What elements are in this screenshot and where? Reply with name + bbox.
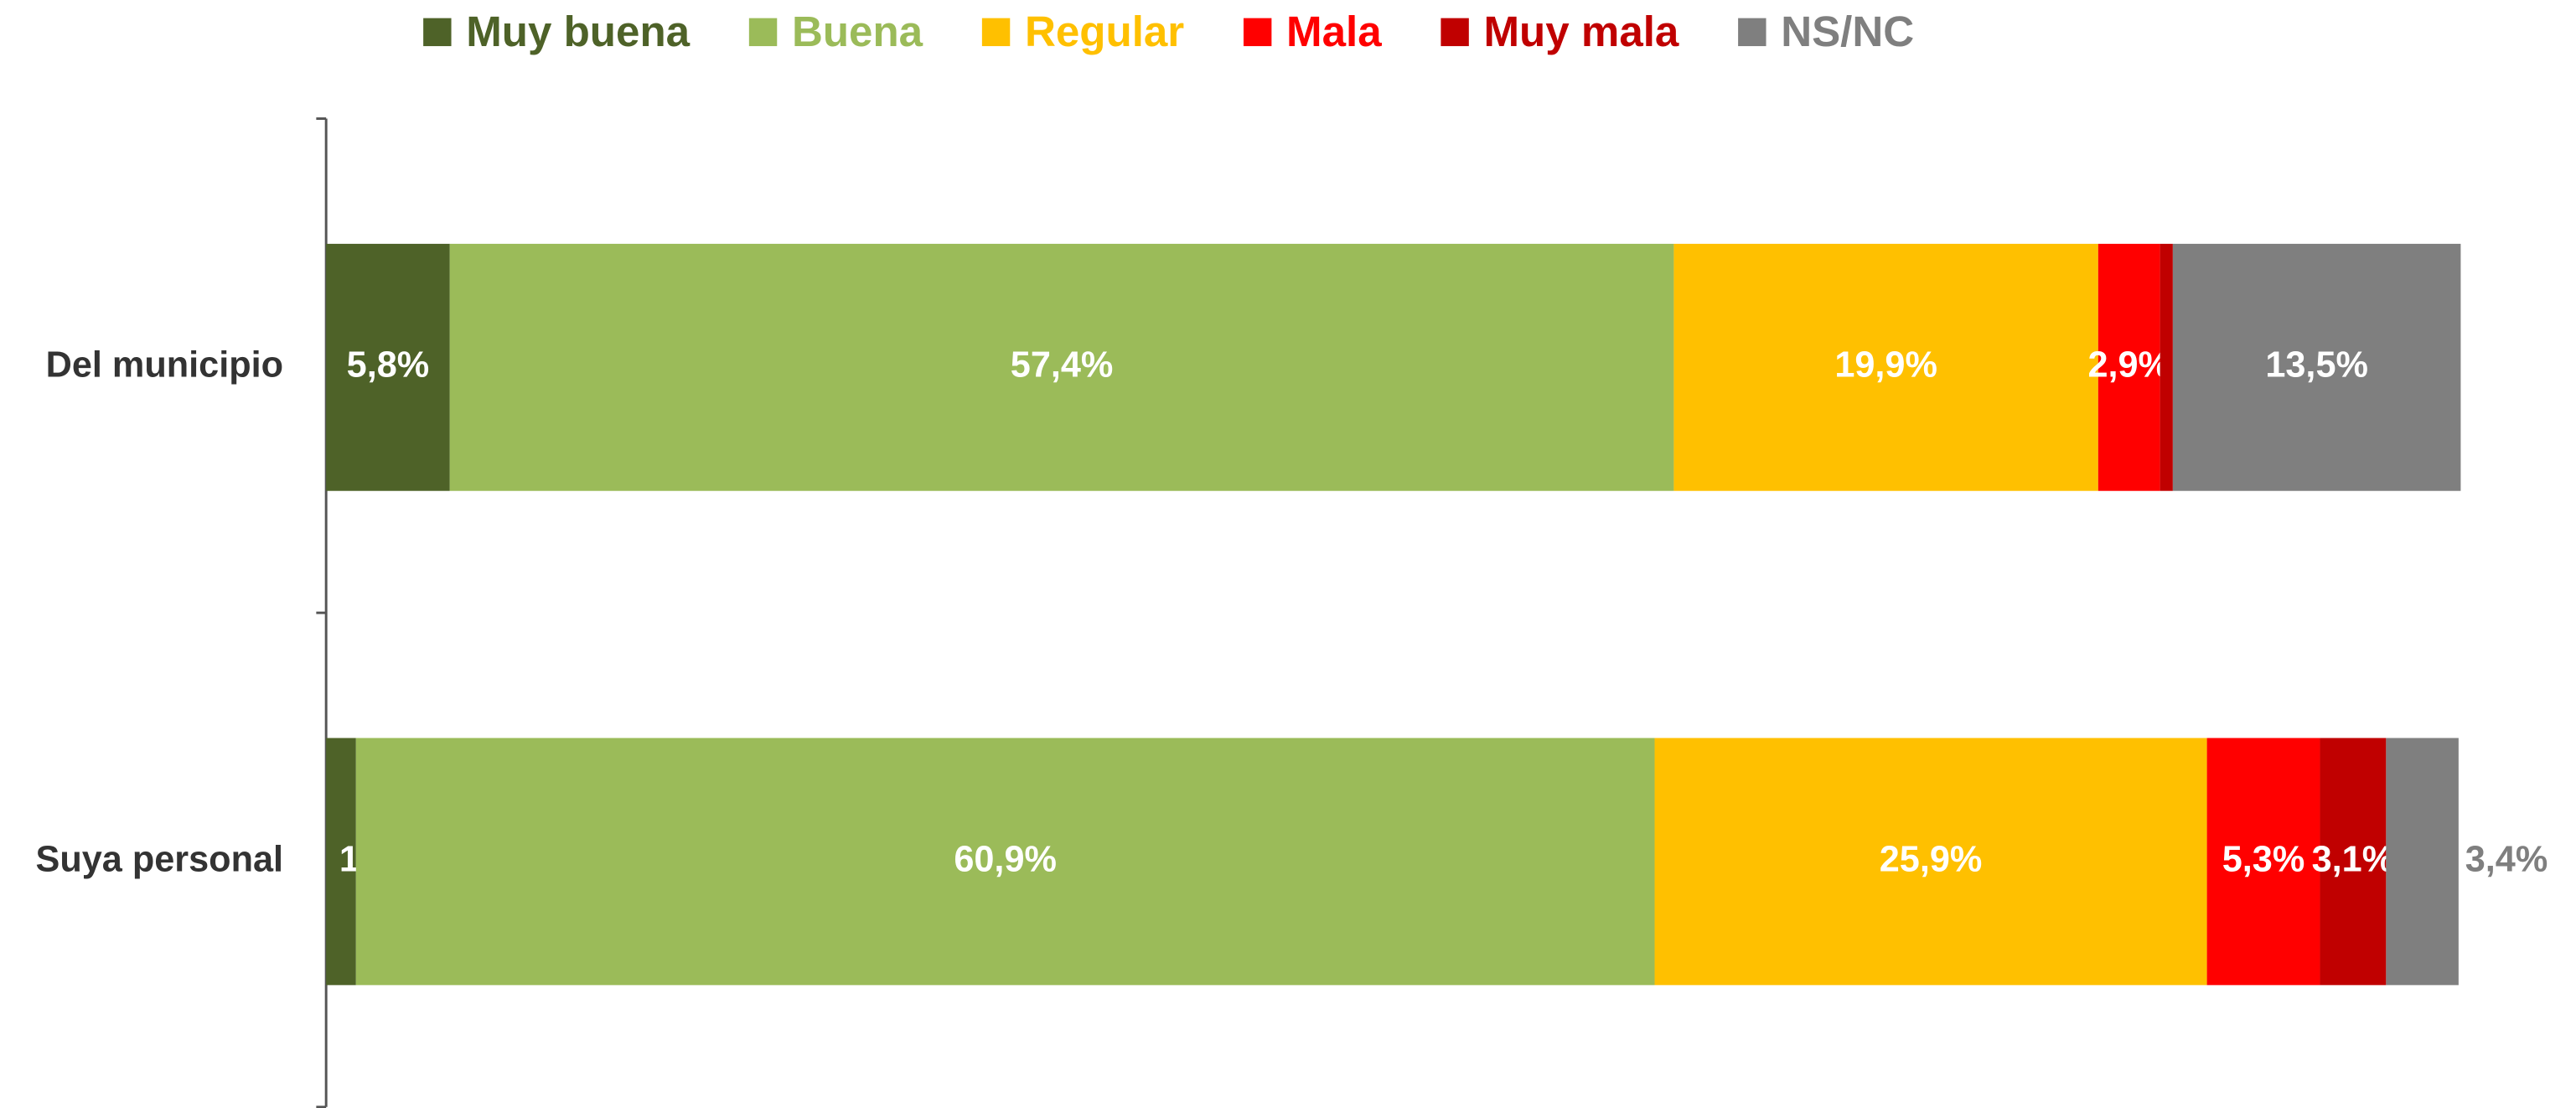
value-label: 3,4% <box>2465 839 2548 879</box>
legend-label: Muy mala <box>1484 8 1679 55</box>
bar-segment <box>2206 738 2320 986</box>
bar-segment <box>449 243 1674 491</box>
legend-label: NS/NC <box>1781 8 1914 55</box>
legend-swatch <box>748 18 778 47</box>
bar-segment <box>355 738 1655 986</box>
bar-segment <box>1654 738 2207 986</box>
legend-label: Buena <box>792 8 923 55</box>
legend-swatch <box>1243 18 1272 47</box>
bar-segment <box>326 738 356 986</box>
bar-segment <box>2160 243 2173 491</box>
bar-segment <box>326 243 450 491</box>
bar-segment <box>1673 243 2098 491</box>
value-label: 25,9% <box>1880 839 1983 879</box>
legend-label: Regular <box>1025 8 1184 55</box>
bar-segment <box>2098 243 2160 491</box>
legend-label: Mala <box>1286 8 1382 55</box>
legend-swatch <box>1738 18 1766 47</box>
category-label: Suya personal <box>35 839 283 879</box>
legend-swatch <box>423 18 452 47</box>
value-label: 5,8% <box>347 345 430 386</box>
value-label: 13,5% <box>2265 345 2368 386</box>
category-label: Del municipio <box>46 345 283 386</box>
value-label: 2,9% <box>2087 345 2170 386</box>
value-label: 5,3% <box>2222 839 2305 879</box>
legend-swatch <box>981 18 1011 47</box>
bar-segment <box>2320 738 2387 986</box>
legend-label: Muy buena <box>466 8 690 55</box>
bar-segment <box>2386 738 2459 986</box>
value-label: 57,4% <box>1011 345 1114 386</box>
value-label: 60,9% <box>954 839 1057 879</box>
value-label: 19,9% <box>1834 345 1937 386</box>
legend-swatch <box>1441 18 1469 47</box>
value-label: 3,1% <box>2312 839 2395 879</box>
bar-segment <box>2172 243 2461 491</box>
